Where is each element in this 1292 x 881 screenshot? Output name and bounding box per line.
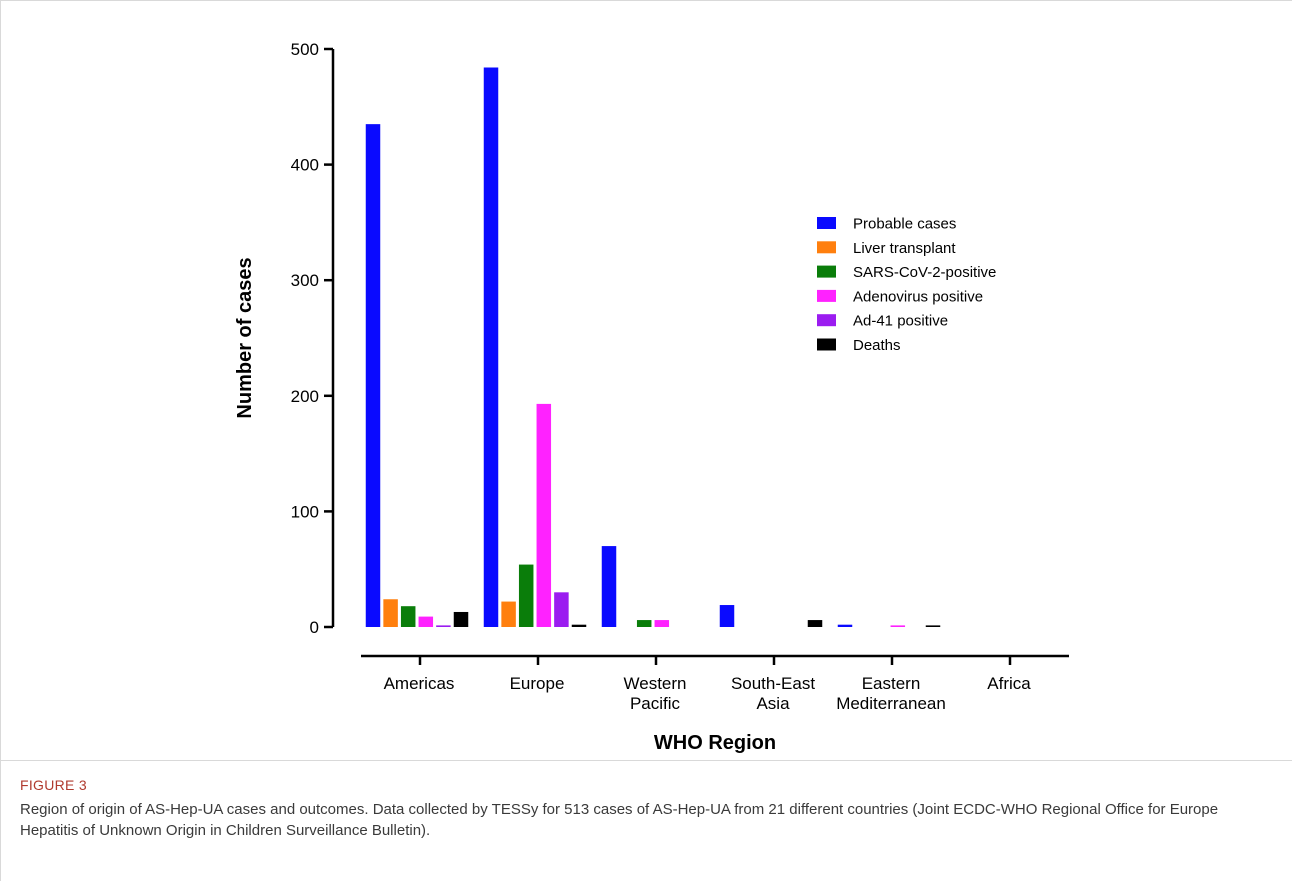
- bar: [837, 624, 853, 627]
- y-tick-label: 100: [291, 502, 319, 521]
- legend-label: SARS-CoV-2-positive: [853, 264, 996, 281]
- legend-label: Deaths: [853, 337, 901, 354]
- bar: [418, 616, 434, 627]
- bar: [453, 611, 469, 627]
- y-tick-label: 0: [310, 618, 319, 637]
- bar: [536, 403, 552, 627]
- x-tick-label: Africa: [987, 674, 1031, 693]
- y-tick-label: 200: [291, 387, 319, 406]
- legend-swatch: [817, 289, 836, 302]
- x-tick-label: South-East Asia: [731, 674, 815, 713]
- legend-swatch: [817, 265, 836, 278]
- legend: Probable cases Liver transplant SARS-CoV-2…: [817, 216, 996, 354]
- legend-label: Ad-41 positive: [853, 313, 948, 330]
- figure-caption: Region of origin of AS-Hep-UA cases and …: [20, 801, 1219, 839]
- bar: [807, 620, 823, 627]
- bars: [365, 67, 941, 628]
- bar: [483, 67, 499, 628]
- legend-swatch: [817, 217, 836, 229]
- legend-label: Probable cases: [853, 216, 956, 233]
- bar: [365, 124, 381, 627]
- bar: [518, 564, 534, 627]
- y-axis-title: Number of cases: [234, 257, 256, 418]
- legend-label: Liver transplant: [853, 240, 956, 257]
- y-tick-label: 400: [291, 156, 319, 175]
- bar: [601, 546, 617, 627]
- bar: [501, 601, 516, 627]
- x-tick-label: Americas: [384, 674, 455, 693]
- bar: [636, 620, 652, 627]
- x-axis: [361, 654, 1069, 665]
- y-axis: 0 100 200 300 400 500: [291, 40, 335, 637]
- bar: [890, 625, 906, 627]
- bar: [719, 605, 735, 627]
- x-tick-label: Western Pacific: [624, 674, 687, 713]
- bar-chart: 0 100 200 300 400 500 Americas Europe Western Pa…: [234, 40, 1069, 754]
- bar: [436, 625, 451, 627]
- legend-swatch: [817, 241, 836, 254]
- bar: [383, 599, 398, 627]
- bar: [400, 606, 416, 627]
- bar: [571, 624, 587, 627]
- y-tick-label: 500: [291, 40, 319, 59]
- legend-swatch: [817, 314, 836, 327]
- x-tick-label: Europe: [510, 674, 565, 693]
- caption-divider: [0, 760, 1292, 761]
- bar: [925, 625, 941, 627]
- x-axis-title: WHO Region: [654, 732, 776, 754]
- y-tick-label: 300: [291, 271, 319, 290]
- category-labels: Americas Europe Western Pacific South-East As…: [384, 674, 1032, 713]
- bar: [554, 592, 569, 627]
- figure-label: FIGURE 3: [20, 777, 87, 793]
- legend-swatch: [817, 338, 836, 351]
- bar: [654, 620, 670, 627]
- x-tick-label: Eastern Mediterranean: [836, 674, 946, 713]
- legend-label: Adenovirus positive: [853, 288, 983, 305]
